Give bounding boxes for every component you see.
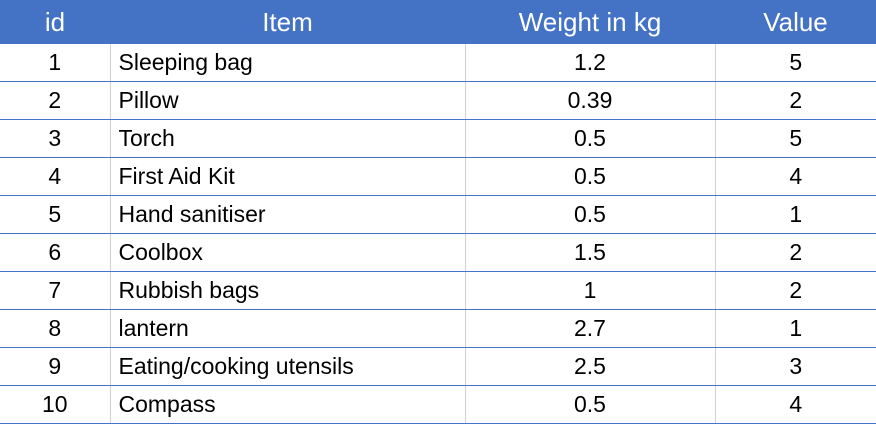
cell-weight[interactable]: 0.5 [465, 195, 716, 234]
column-header-item[interactable]: Item [110, 0, 465, 44]
cell-weight[interactable]: 2.7 [465, 309, 716, 348]
cell-item[interactable]: Pillow [110, 81, 466, 120]
cell-value[interactable]: 4 [715, 385, 876, 424]
cell-item[interactable]: Compass [110, 385, 466, 424]
table-row: 8 lantern 2.7 1 [0, 309, 876, 348]
table-row: 4 First Aid Kit 0.5 4 [0, 157, 876, 196]
cell-weight[interactable]: 2.5 [465, 347, 716, 386]
cell-item[interactable]: Torch [110, 119, 466, 158]
cell-weight[interactable]: 0.39 [465, 81, 716, 120]
cell-value[interactable]: 3 [715, 347, 876, 386]
table-row: 6 Coolbox 1.5 2 [0, 233, 876, 272]
cell-item[interactable]: Rubbish bags [110, 271, 466, 310]
column-header-weight[interactable]: Weight in kg [465, 0, 715, 44]
cell-weight[interactable]: 0.5 [465, 385, 716, 424]
cell-id[interactable]: 9 [0, 347, 111, 386]
cell-item[interactable]: lantern [110, 309, 466, 348]
cell-weight[interactable]: 1.5 [465, 233, 716, 272]
column-header-value[interactable]: Value [715, 0, 876, 44]
cell-weight[interactable]: 1.2 [465, 44, 716, 82]
table-row: 1 Sleeping bag 1.2 5 [0, 44, 876, 82]
header-row: id Item Weight in kg Value [0, 0, 876, 44]
cell-value[interactable]: 2 [715, 271, 876, 310]
cell-weight[interactable]: 0.5 [465, 119, 716, 158]
cell-item[interactable]: Hand sanitiser [110, 195, 466, 234]
cell-value[interactable]: 2 [715, 233, 876, 272]
cell-id[interactable]: 2 [0, 81, 111, 120]
cell-value[interactable]: 1 [715, 309, 876, 348]
cell-id[interactable]: 7 [0, 271, 111, 310]
table-row: 2 Pillow 0.39 2 [0, 81, 876, 120]
cell-value[interactable]: 5 [715, 44, 876, 82]
cell-id[interactable]: 5 [0, 195, 111, 234]
table-row: 5 Hand sanitiser 0.5 1 [0, 195, 876, 234]
cell-value[interactable]: 4 [715, 157, 876, 196]
cell-value[interactable]: 2 [715, 81, 876, 120]
table-row: 7 Rubbish bags 1 2 [0, 271, 876, 310]
cell-value[interactable]: 1 [715, 195, 876, 234]
cell-id[interactable]: 3 [0, 119, 111, 158]
cell-weight[interactable]: 1 [465, 271, 716, 310]
cell-item[interactable]: Sleeping bag [110, 44, 466, 82]
cell-item[interactable]: First Aid Kit [110, 157, 466, 196]
cell-id[interactable]: 6 [0, 233, 111, 272]
column-header-id[interactable]: id [0, 0, 110, 44]
cell-item[interactable]: Coolbox [110, 233, 466, 272]
cell-id[interactable]: 4 [0, 157, 111, 196]
table-header: id Item Weight in kg Value [0, 0, 876, 44]
cell-item[interactable]: Eating/cooking utensils [110, 347, 466, 386]
cell-weight[interactable]: 0.5 [465, 157, 716, 196]
table-row: 9 Eating/cooking utensils 2.5 3 [0, 347, 876, 386]
cell-value[interactable]: 5 [715, 119, 876, 158]
table-row: 10 Compass 0.5 4 [0, 385, 876, 424]
table-body: 1 Sleeping bag 1.2 5 2 Pillow 0.39 2 3 T… [0, 44, 876, 424]
cell-id[interactable]: 10 [0, 385, 111, 424]
cell-id[interactable]: 8 [0, 309, 111, 348]
table-row: 3 Torch 0.5 5 [0, 119, 876, 158]
cell-id[interactable]: 1 [0, 44, 111, 82]
